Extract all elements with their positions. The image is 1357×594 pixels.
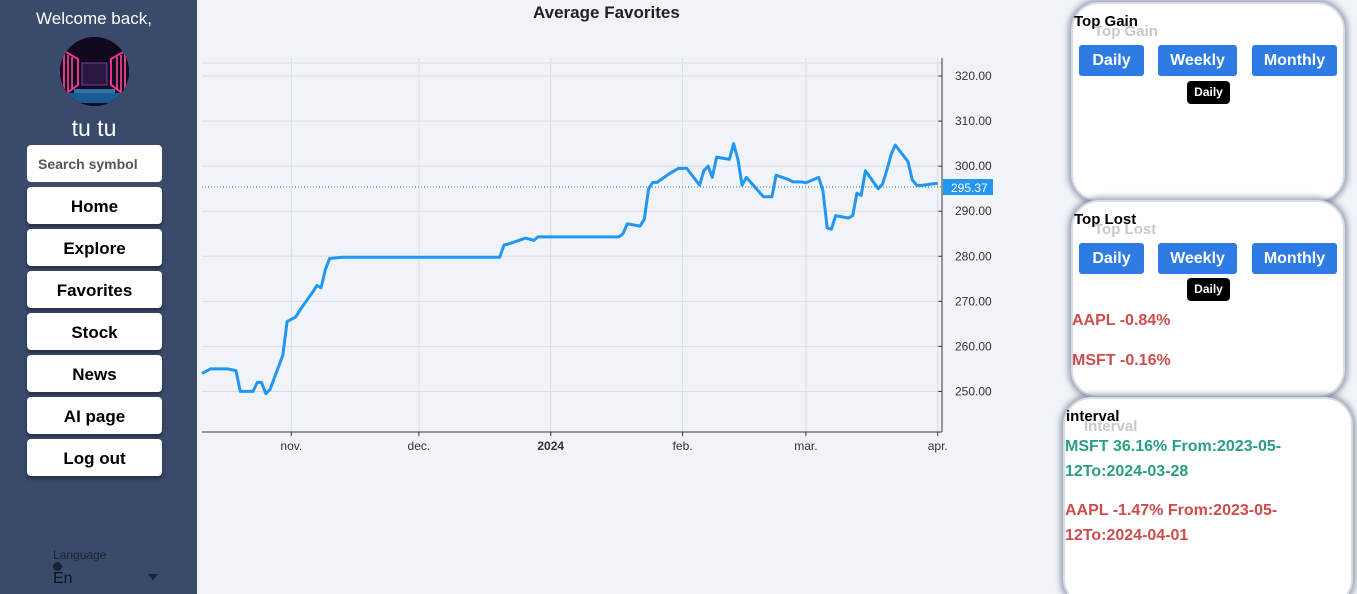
welcome-text: Welcome back, xyxy=(36,9,152,28)
username: tu tu xyxy=(71,115,117,141)
y-tick-label: 270.00 xyxy=(955,294,992,308)
chart-title: Average Favorites xyxy=(533,3,680,22)
nav-explore-button[interactable]: Explore xyxy=(27,229,162,266)
search-input[interactable] xyxy=(27,145,162,182)
interval-item[interactable]: AAPL -1.47% From:2023-05-12To:2024-04-01 xyxy=(1065,502,1278,544)
x-tick-label: 2024 xyxy=(537,439,564,453)
series-line xyxy=(201,142,938,396)
nav-logout-button[interactable]: Log out xyxy=(27,439,162,476)
top-lost-monthly-button[interactable]: Monthly xyxy=(1252,243,1337,274)
y-tick-label: 320.00 xyxy=(955,69,992,83)
language-label: Language xyxy=(53,548,107,562)
nav-favorites-button[interactable]: Favorites xyxy=(27,271,162,308)
nav-home-button[interactable]: Home xyxy=(27,187,162,224)
top-lost-ghost-title: Top Lost xyxy=(1094,221,1157,238)
top-lost-weekly-button[interactable]: Weekly xyxy=(1158,243,1237,274)
interval-ghost-title: Interval xyxy=(1084,418,1138,435)
y-tick-label: 260.00 xyxy=(955,339,992,353)
nav-ai-page-button[interactable]: AI page xyxy=(27,397,162,434)
avatar-image xyxy=(60,37,129,106)
interval-item[interactable]: MSFT 36.16% From:2023-05-12To:2024-03-28 xyxy=(1065,438,1282,480)
y-tick-label: 250.00 xyxy=(955,384,992,398)
top-lost-daily-button[interactable]: Daily xyxy=(1079,243,1144,274)
top-gain-daily-button[interactable]: Daily xyxy=(1079,45,1144,76)
globe-icon xyxy=(53,562,62,571)
top-gain-title: Top Gain xyxy=(1074,13,1138,30)
language-select[interactable]: En xyxy=(53,570,73,587)
nav-stock-button[interactable]: Stock xyxy=(27,313,162,350)
y-tick-label: 280.00 xyxy=(955,249,992,263)
y-tick-label: 290.00 xyxy=(955,204,992,218)
interval-title: interval xyxy=(1066,408,1120,425)
top-lost-item[interactable]: AAPL -0.84% xyxy=(1072,312,1171,329)
sidebar: Welcome back, tu tu Home Explore Favorit… xyxy=(0,0,197,594)
x-tick-label: dec. xyxy=(408,439,431,453)
top-gain-weekly-button[interactable]: Weekly xyxy=(1158,45,1237,76)
chevron-down-icon[interactable] xyxy=(148,574,158,580)
top-lost-item[interactable]: MSFT -0.16% xyxy=(1072,352,1171,369)
x-tick-label: nov. xyxy=(280,439,302,453)
top-lost-title: Top Lost xyxy=(1074,211,1137,228)
interval-panel xyxy=(1063,397,1353,594)
y-tick-label: 310.00 xyxy=(955,114,992,128)
top-gain-monthly-button[interactable]: Monthly xyxy=(1252,45,1337,76)
y-tick-label: 300.00 xyxy=(955,159,992,173)
x-tick-label: apr. xyxy=(928,439,948,453)
top-gain-ghost-title: Top Gain xyxy=(1094,23,1158,40)
top-gain-tooltip: Daily xyxy=(1187,81,1230,104)
plot-background xyxy=(202,58,942,432)
favorites-chart[interactable]: 250.00 260.00 270.00 280.00 290.00 300.00 310.… xyxy=(197,0,997,470)
avatar[interactable] xyxy=(60,37,129,106)
top-lost-tooltip: Daily xyxy=(1187,278,1230,301)
last-value-label: 295.37 xyxy=(951,181,988,195)
x-tick-label: mar. xyxy=(794,439,817,453)
last-value-badge xyxy=(943,179,993,196)
nav-news-button[interactable]: News xyxy=(27,355,162,392)
x-tick-label: feb. xyxy=(673,439,693,453)
